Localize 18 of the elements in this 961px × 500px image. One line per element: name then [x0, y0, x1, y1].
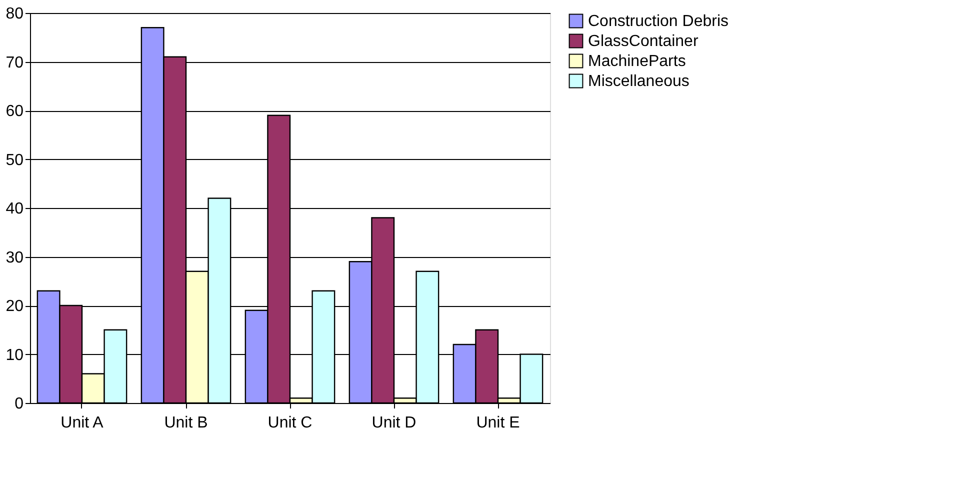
legend-label: Miscellaneous [588, 73, 690, 90]
y-tick-label: 60 [6, 103, 24, 120]
y-tick-label: 10 [6, 346, 24, 364]
y-tick-label: 50 [6, 152, 24, 169]
y-tick-label: 40 [6, 200, 24, 218]
y-tick-label: 0 [14, 396, 24, 412]
legend-label: Construction Debris [588, 13, 728, 30]
x-tick-label: Unit A [60, 414, 104, 432]
legend-label: MachineParts [588, 53, 686, 70]
y-tick-label: 70 [6, 54, 24, 72]
y-tick-label: 80 [6, 6, 24, 22]
y-tick-label: 20 [6, 298, 24, 315]
y-tick-label: 30 [6, 249, 24, 266]
x-tick-label: Unit B [164, 414, 208, 432]
x-tick-label: Unit D [372, 414, 416, 432]
legend-label: GlassContainer [588, 33, 699, 50]
x-tick-label: Unit C [268, 414, 312, 432]
x-tick-label: Unit E [476, 414, 520, 432]
